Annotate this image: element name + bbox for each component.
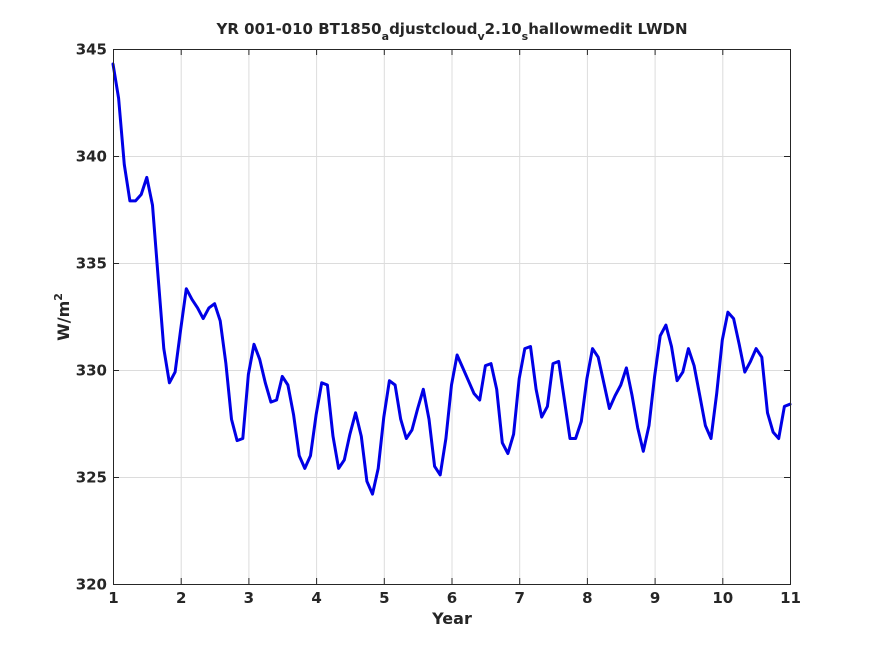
x-tick-label: 6 bbox=[447, 589, 457, 607]
x-tick-label: 11 bbox=[780, 589, 801, 607]
x-tick-label: 7 bbox=[514, 589, 524, 607]
x-tick-label: 3 bbox=[244, 589, 254, 607]
x-tick-label: 5 bbox=[379, 589, 389, 607]
chart-title: YR 001-010 BT1850adjustcloudv2.10shallow… bbox=[216, 20, 688, 43]
x-tick-label: 4 bbox=[311, 589, 321, 607]
y-tick-label: 345 bbox=[76, 41, 107, 59]
x-tick-label: 10 bbox=[712, 589, 733, 607]
x-tick-label: 1 bbox=[108, 589, 118, 607]
y-tick-label: 320 bbox=[76, 576, 107, 594]
y-tick-labels: 320 325 330 335 340 345 bbox=[76, 41, 107, 594]
x-tick-labels: 1 2 3 4 5 6 7 8 9 10 11 bbox=[108, 589, 801, 607]
x-axis-label: Year bbox=[431, 609, 472, 628]
y-tick-label: 340 bbox=[76, 148, 107, 166]
y-tick-label: 335 bbox=[76, 255, 107, 273]
x-tick-label: 8 bbox=[582, 589, 592, 607]
series-line bbox=[111, 62, 792, 496]
plot-area-border bbox=[113, 49, 791, 585]
x-tick-label: 9 bbox=[650, 589, 660, 607]
y-axis-label: W/m2 bbox=[52, 293, 73, 341]
y-tick-label: 325 bbox=[76, 469, 107, 487]
series-group bbox=[111, 62, 792, 496]
y-tick-label: 330 bbox=[76, 362, 107, 380]
x-tick-label: 2 bbox=[176, 589, 186, 607]
